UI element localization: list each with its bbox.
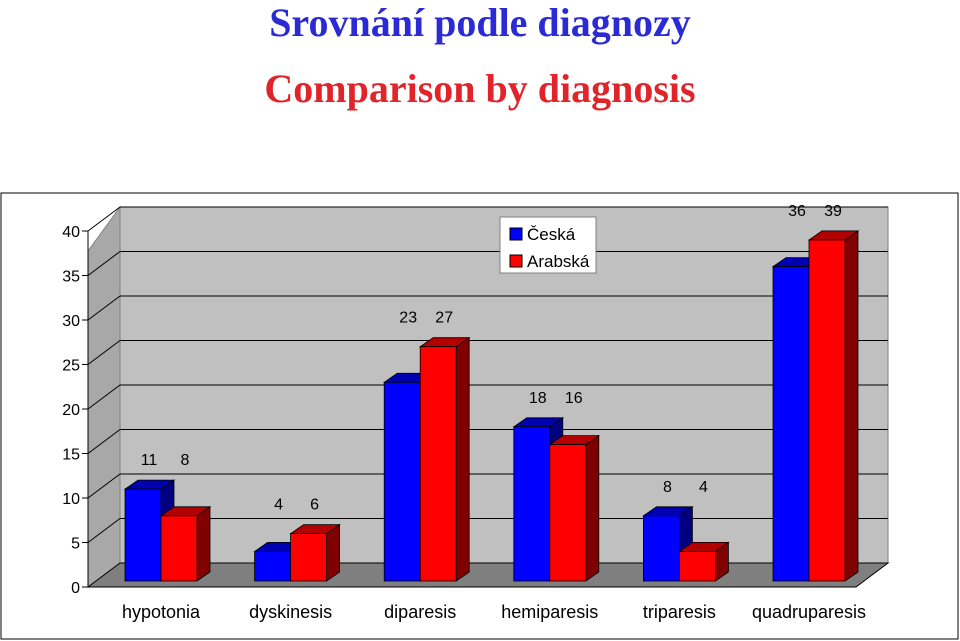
y-tick-label: 10	[62, 491, 80, 508]
bar-arabska-triparesis	[678, 541, 730, 582]
bar-front	[679, 551, 716, 582]
bar-front	[160, 515, 198, 582]
legend-swatch-arabska	[509, 254, 523, 268]
data-labels: 11 8 4 6 23 27 18 16 8 4 36 39	[141, 203, 842, 514]
gridline-side	[87, 384, 121, 410]
legend-label-arabska: Arabská	[527, 252, 590, 271]
bar-arabska-dyskinesis	[289, 523, 341, 582]
bar-front	[254, 551, 292, 582]
data-label-arabska-dyskinesis: 6	[310, 497, 319, 514]
gridline-side	[87, 340, 121, 365]
legend-swatch-ceska	[509, 227, 523, 241]
bar-front	[549, 444, 587, 582]
data-label-arabska-diparesis: 27	[435, 310, 453, 327]
gridline-side	[87, 518, 121, 543]
y-tick-label: 30	[62, 313, 80, 330]
bar-side	[455, 336, 470, 582]
category-label-triparesis: triparesis	[643, 602, 716, 622]
category-label-diparesis: diparesis	[384, 602, 456, 622]
bar-front	[419, 346, 457, 582]
y-tick-label: 40	[62, 224, 80, 241]
gridline-side	[87, 206, 121, 232]
bar-side	[326, 523, 341, 582]
bar-arabska-quadruparesis	[807, 230, 860, 582]
data-label-ceska-dyskinesis: 4	[274, 497, 283, 514]
bar-side	[844, 230, 859, 582]
bar-front	[513, 426, 551, 582]
category-label-hypotonia: hypotonia	[122, 602, 201, 622]
data-label-arabska-quadruparesis: 39	[824, 203, 842, 220]
gridlines	[87, 206, 888, 543]
gridline-side	[87, 295, 121, 321]
data-label-arabska-triparesis: 4	[699, 479, 708, 496]
gridline-side	[87, 429, 121, 454]
y-tick-label: 0	[71, 580, 80, 597]
gridline-side	[87, 251, 121, 276]
bar-front	[808, 239, 846, 582]
data-label-ceska-triparesis: 8	[663, 479, 672, 496]
data-label-ceska-quadruparesis: 36	[788, 203, 806, 220]
category-label-dyskinesis: dyskinesis	[249, 602, 332, 622]
data-label-ceska-hemiparesis: 18	[529, 390, 547, 407]
bar-front	[290, 533, 328, 582]
bars	[123, 230, 860, 582]
bar-arabska-diparesis	[418, 336, 471, 582]
y-tick-label: 5	[71, 536, 80, 553]
data-label-ceska-diparesis: 23	[399, 310, 417, 327]
chart-title: Srovnání podle diagnozy	[269, 0, 691, 45]
bar-side	[585, 434, 600, 582]
bar-front	[383, 381, 421, 582]
chart-subtitle: Comparison by diagnosis	[264, 66, 695, 111]
y-axis: 0 5 10 15 20 25 30 35 40	[62, 224, 88, 597]
bar-front	[643, 515, 680, 582]
bar-side	[196, 506, 211, 582]
y-tick-label: 35	[62, 269, 80, 286]
gridline-side	[87, 473, 121, 499]
data-label-ceska-hypotonia: 11	[141, 452, 158, 469]
category-label-hemiparesis: hemiparesis	[501, 602, 598, 622]
category-label-quadruparesis: quadruparesis	[752, 602, 866, 622]
y-tick-label: 15	[62, 447, 80, 464]
bar-arabska-hypotonia	[159, 506, 212, 582]
data-label-arabska-hypotonia: 8	[181, 452, 190, 469]
legend: Česká Arabská	[499, 216, 597, 274]
bar-front	[772, 266, 810, 582]
legend-label-ceska: Česká	[527, 225, 576, 244]
data-label-arabska-hemiparesis: 16	[565, 390, 583, 407]
bar-arabska-hemiparesis	[548, 434, 601, 582]
bar-front	[124, 488, 162, 582]
y-tick-label: 20	[62, 402, 80, 419]
x-axis-categories: hypotonia dyskinesis diparesis hemiparesis t…	[122, 602, 866, 622]
y-tick-label: 25	[62, 358, 80, 375]
